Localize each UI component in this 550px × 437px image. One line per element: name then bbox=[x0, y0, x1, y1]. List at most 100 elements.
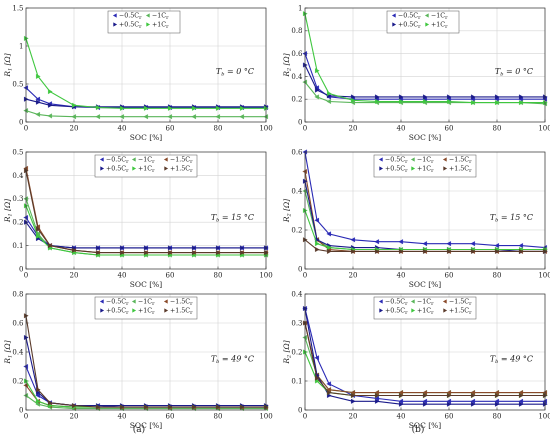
legend-item: −1Cr bbox=[145, 13, 169, 21]
chart-R1-49C: 0 20 40 60 80 100 0 0.2 0.4 0.6 0.8 SOC [%] R1 [Ω] Tb… bbox=[3, 290, 273, 430]
legend-marker bbox=[443, 166, 448, 171]
legend-item: −1.5Cr bbox=[163, 157, 193, 165]
x-tick-label: 60 bbox=[445, 413, 454, 421]
data-point bbox=[168, 245, 173, 251]
legend-item: −1.5Cr bbox=[163, 299, 193, 308]
x-tick-label: 20 bbox=[70, 413, 79, 421]
legend: −0.5Cr −1Cr +0.5Cr +1Cr bbox=[386, 10, 460, 34]
data-point bbox=[35, 96, 40, 102]
plot-frame bbox=[25, 293, 267, 411]
data-point bbox=[47, 113, 52, 119]
data-point bbox=[191, 114, 196, 120]
legend-marker bbox=[112, 13, 117, 18]
legend-label: −0.5Cr bbox=[106, 299, 129, 308]
y-tick-label: 0 bbox=[19, 118, 23, 126]
x-axis-label: SOC [%] bbox=[130, 421, 162, 430]
series-line bbox=[25, 221, 266, 249]
legend: −0.5Cr −1Cr −1.5Cr +0.5Cr +1Cr +1.5Cr bbox=[373, 296, 477, 320]
legend-marker bbox=[164, 166, 169, 171]
plot-frame bbox=[304, 7, 546, 123]
data-point bbox=[36, 233, 41, 239]
legend-label: +0.5Cr bbox=[385, 308, 408, 317]
legend-label: −1.5Cr bbox=[449, 299, 472, 308]
legend-marker bbox=[163, 157, 168, 162]
y-tick-label: 0.8 bbox=[291, 27, 302, 35]
data-point bbox=[519, 401, 524, 407]
data-point bbox=[144, 105, 149, 111]
data-point bbox=[495, 100, 500, 106]
data-point bbox=[72, 403, 77, 409]
plot-frame bbox=[25, 151, 267, 270]
series-5 bbox=[303, 320, 548, 399]
data-point bbox=[518, 390, 523, 396]
legend-label: +0.5Cr bbox=[106, 308, 129, 317]
x-axis-label: SOC [%] bbox=[130, 280, 162, 289]
legend-label: −1.5Cr bbox=[170, 299, 193, 308]
series-line bbox=[304, 322, 545, 397]
legend-box bbox=[94, 154, 198, 178]
temperature-annotation: Tb = 49 °C bbox=[490, 354, 533, 365]
data-point bbox=[48, 89, 53, 95]
y-tick-label: 0.1 bbox=[291, 377, 302, 385]
data-point bbox=[375, 248, 380, 255]
data-point bbox=[215, 114, 220, 120]
data-point bbox=[398, 239, 403, 245]
data-point bbox=[495, 401, 500, 407]
data-point bbox=[398, 390, 403, 396]
data-point bbox=[240, 404, 245, 410]
data-point bbox=[399, 401, 404, 407]
y-tick-label: 0.2 bbox=[291, 226, 302, 234]
data-point bbox=[350, 390, 355, 396]
data-point bbox=[470, 390, 475, 396]
legend-box bbox=[107, 10, 181, 34]
data-point bbox=[326, 231, 331, 237]
series-line bbox=[25, 170, 266, 254]
y-axis-label: R2 [Ω] bbox=[282, 53, 293, 77]
series-line bbox=[25, 38, 266, 109]
legend-label: +0.5Cr bbox=[119, 22, 142, 31]
data-point bbox=[375, 392, 380, 399]
y-tick-label: 1 bbox=[298, 4, 302, 12]
x-tick-label: 60 bbox=[166, 413, 175, 421]
legend-label: +1Cr bbox=[138, 308, 155, 317]
x-tick-label: 20 bbox=[349, 413, 358, 421]
data-point bbox=[314, 355, 319, 361]
data-point bbox=[447, 392, 452, 399]
y-tick-label: 0.3 bbox=[291, 319, 302, 327]
data-point bbox=[471, 100, 476, 106]
data-point bbox=[326, 387, 331, 393]
data-point bbox=[423, 392, 428, 399]
series-3 bbox=[24, 35, 269, 111]
data-point bbox=[519, 94, 524, 100]
y-tick-label: 0.2 bbox=[291, 96, 302, 104]
series-line bbox=[304, 13, 545, 104]
data-point bbox=[374, 395, 379, 401]
x-tick-label: 80 bbox=[493, 413, 502, 421]
data-point bbox=[216, 245, 221, 251]
data-point bbox=[144, 245, 149, 251]
data-point bbox=[470, 398, 475, 404]
data-point bbox=[519, 100, 524, 106]
data-point bbox=[518, 243, 523, 249]
legend-box bbox=[373, 154, 477, 178]
data-point bbox=[120, 404, 125, 410]
series-line bbox=[304, 151, 546, 249]
data-point bbox=[144, 250, 149, 256]
series-line bbox=[304, 239, 545, 252]
data-point bbox=[96, 245, 101, 251]
legend-marker bbox=[442, 299, 447, 304]
data-point bbox=[143, 114, 148, 120]
y-tick-label: 0.2 bbox=[291, 348, 302, 356]
data-point bbox=[35, 392, 40, 399]
legend-marker bbox=[411, 308, 416, 313]
legend-item: +1.5Cr bbox=[164, 308, 193, 316]
data-point bbox=[72, 102, 77, 108]
data-point bbox=[36, 73, 41, 79]
data-point bbox=[471, 392, 476, 399]
legend-marker bbox=[379, 166, 384, 171]
chart-R1-15C: 0 20 40 60 80 100 0 0.1 0.2 0.3 0.4 0.5 SOC [%] R1 [Ω… bbox=[3, 148, 273, 289]
data-point bbox=[326, 381, 331, 387]
legend-item: +0.5Cr bbox=[379, 308, 408, 317]
legend-label: −0.5Cr bbox=[398, 13, 421, 22]
legend-label: +1Cr bbox=[138, 166, 155, 175]
